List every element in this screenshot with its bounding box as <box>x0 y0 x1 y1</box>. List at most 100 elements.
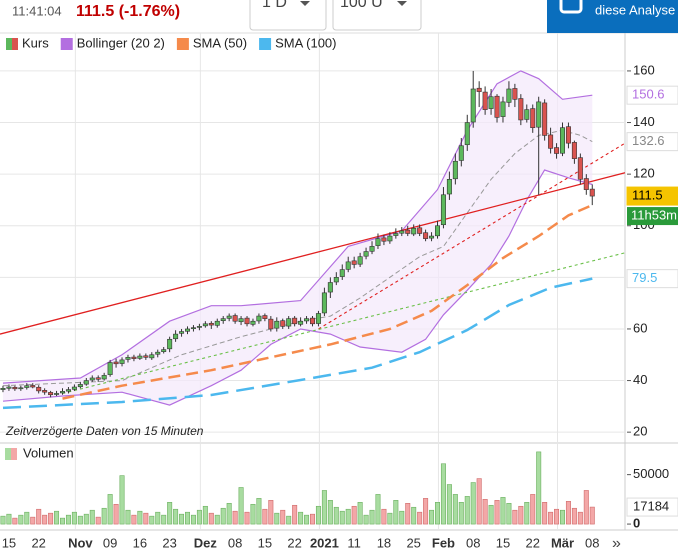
volume-bar <box>119 475 125 525</box>
x-tick-label: Nov <box>68 535 93 550</box>
candle-body <box>208 322 214 326</box>
volume-bar <box>333 506 339 525</box>
x-tick-label: Mär <box>551 535 574 550</box>
legend-swatch <box>5 448 11 460</box>
candle-body <box>12 386 18 390</box>
volume-bar <box>554 508 560 525</box>
volume-bar <box>24 511 30 525</box>
legend-swatch <box>60 38 73 50</box>
price-tag-label: 150.6 <box>632 87 665 102</box>
candle-body <box>244 317 250 325</box>
legend-label: SMA (100) <box>275 35 336 50</box>
candle-body <box>167 338 173 350</box>
button-icon <box>559 0 583 14</box>
candle-body <box>155 351 161 355</box>
volume-bar <box>190 514 196 525</box>
volume-bar <box>42 514 48 525</box>
x-tick-label: 18 <box>377 535 391 550</box>
volume-bar <box>71 511 77 525</box>
trendline <box>0 172 626 335</box>
candle-body <box>488 96 494 109</box>
volume-bar <box>6 513 12 525</box>
interval-dropdown[interactable] <box>249 0 327 31</box>
volume-bar <box>250 503 256 525</box>
candle-body <box>429 235 435 239</box>
x-tick-label: 08 <box>466 535 480 550</box>
candle-body <box>59 391 65 394</box>
candle-body <box>536 101 542 128</box>
volume-bar <box>434 502 440 525</box>
candle-body <box>339 269 345 277</box>
volume-bar <box>196 509 202 525</box>
volume-bar <box>423 498 429 525</box>
candle-body <box>375 238 381 246</box>
count-dropdown[interactable] <box>332 0 422 31</box>
x-tick-label: Dez <box>194 535 218 550</box>
volume-bar <box>482 499 488 525</box>
candle-body <box>559 127 565 154</box>
volume-bar <box>565 501 571 525</box>
candle-body <box>0 387 6 390</box>
legend-swatch <box>11 448 17 460</box>
legend-swatch <box>259 38 272 50</box>
candle-body <box>119 359 125 364</box>
swatch <box>176 38 189 50</box>
candle-body <box>464 122 470 146</box>
candle-body <box>524 109 530 120</box>
volume-bar <box>48 512 54 525</box>
candle-body <box>506 88 512 103</box>
swatch-half <box>12 38 18 50</box>
candle-body <box>458 145 464 161</box>
legend-label: Kurs <box>22 35 49 50</box>
volume-bar <box>464 496 470 525</box>
candle-body <box>369 246 375 252</box>
volume-bar <box>268 500 274 525</box>
legend-label: Volumen <box>23 445 74 460</box>
y-tick-label: 160 <box>633 62 655 77</box>
candle-body <box>405 229 411 234</box>
band-fill <box>2 70 593 406</box>
candle-body <box>238 318 244 323</box>
volume-bar <box>440 463 446 525</box>
volume-bar <box>155 511 161 525</box>
x-tick-label: 15 <box>2 535 16 550</box>
y-tick-label: 40 <box>633 372 647 387</box>
volume-bar <box>399 510 405 525</box>
candle-body <box>554 147 560 154</box>
volume-bar <box>369 509 375 525</box>
x-tick-label: 15 <box>258 535 272 550</box>
candle-body <box>363 251 369 257</box>
candle-body <box>411 228 417 235</box>
volume-bar <box>411 506 417 525</box>
candle-body <box>137 355 143 359</box>
candle-body <box>36 386 42 392</box>
candle-body <box>250 320 256 325</box>
scroll-button[interactable]: » <box>612 535 621 552</box>
y-tick-label: 17184 <box>633 499 669 514</box>
volume-bar <box>494 500 500 525</box>
trendline <box>62 252 626 395</box>
volume-bar <box>226 503 232 525</box>
candle-body <box>476 87 482 92</box>
volume-bar <box>345 508 351 525</box>
bollinger-lower <box>2 169 593 406</box>
legend-label: Bollinger (20 2) <box>77 35 165 50</box>
candle-body <box>589 188 595 197</box>
x-tick-label: 23 <box>162 535 176 550</box>
x-tick-label: 22 <box>287 535 301 550</box>
volume-bar <box>506 503 512 525</box>
candle-body <box>571 142 577 159</box>
candle-body <box>512 88 518 100</box>
x-tick-label: 09 <box>103 535 117 550</box>
volume-bar <box>173 508 179 525</box>
candle-body <box>107 362 113 375</box>
volume-bar <box>315 505 321 525</box>
legend-label: SMA (50) <box>193 35 247 50</box>
volume-bar <box>417 511 423 525</box>
candle-body <box>393 233 399 236</box>
volume-bar <box>518 505 524 525</box>
volume-bar <box>83 513 89 525</box>
analysis-button[interactable] <box>547 0 678 33</box>
price-tag <box>626 85 678 105</box>
